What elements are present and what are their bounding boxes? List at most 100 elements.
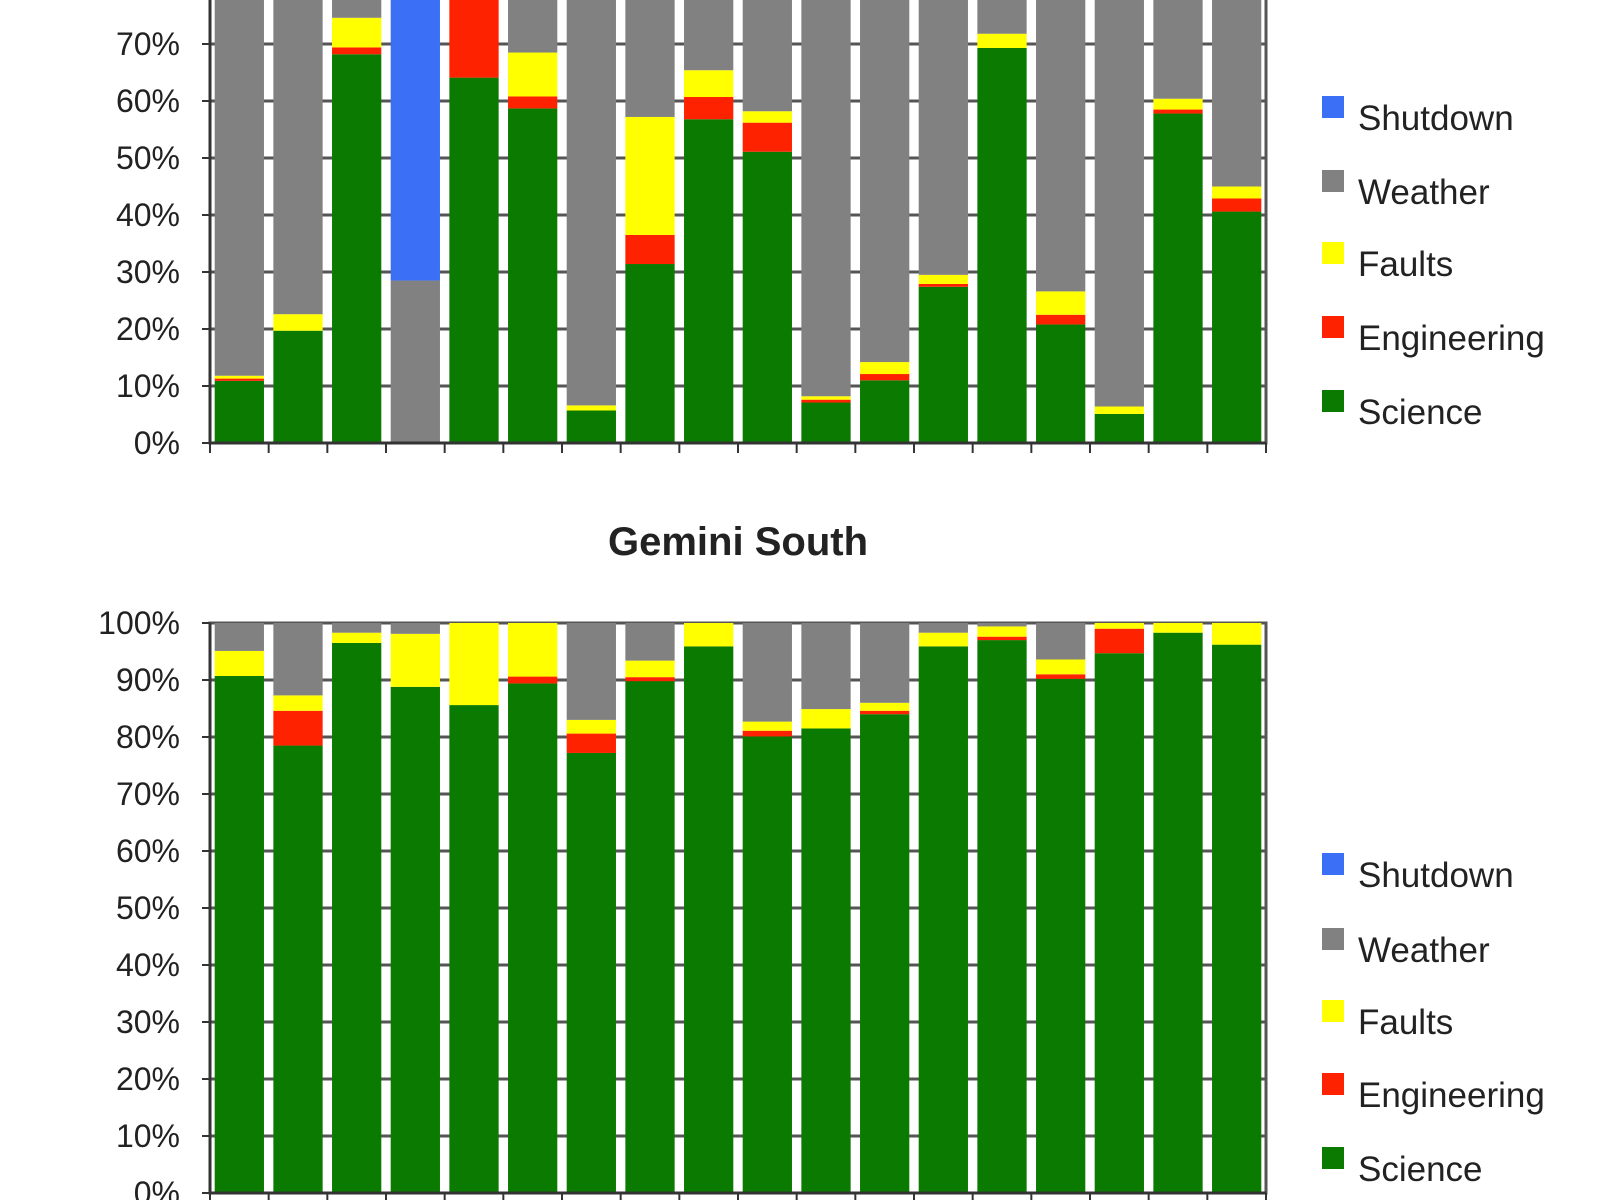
- bar-segment-engineering: [625, 234, 675, 265]
- bar-segment-engineering: [860, 374, 910, 381]
- bar-segment-faults: [508, 52, 558, 97]
- y-tick-label: 80%: [116, 0, 180, 5]
- legend-swatch-engineering: [1322, 316, 1344, 338]
- bar-segment-weather: [918, 623, 968, 633]
- bar-segment-weather: [860, 623, 910, 703]
- bar-segment-weather: [566, 0, 616, 406]
- bar-segment-science: [273, 745, 323, 1193]
- bar-segment-faults: [742, 111, 792, 123]
- bar-segment-faults: [684, 70, 734, 98]
- bar-segment-faults: [918, 632, 968, 647]
- bar-segment-faults: [742, 721, 792, 731]
- bar-segment-science: [1036, 678, 1086, 1193]
- legend-label-weather: Weather: [1358, 931, 1490, 970]
- bar-segment-science: [977, 640, 1027, 1193]
- bar-segment-science: [508, 683, 558, 1193]
- y-tick-label: 80%: [116, 719, 180, 755]
- legend-label-science: Science: [1358, 1150, 1483, 1189]
- bar-segment-weather: [390, 623, 440, 634]
- bar-segment-science: [801, 402, 851, 443]
- bar-segment-weather: [1036, 623, 1086, 660]
- bar-segment-faults: [273, 314, 323, 331]
- bar-segment-weather: [860, 0, 910, 363]
- bar-segment-weather: [214, 623, 264, 651]
- bar-segment-science: [390, 686, 440, 1193]
- bar-segment-science: [508, 108, 558, 443]
- bar-segment-science: [625, 264, 675, 443]
- bar-segment-weather: [801, 0, 851, 397]
- bar-segment-science: [1036, 324, 1086, 443]
- bar-segment-engineering: [742, 730, 792, 737]
- bar-segment-faults: [566, 719, 616, 734]
- bar-segment-weather: [566, 623, 616, 720]
- legend-label-shutdown: Shutdown: [1358, 99, 1514, 138]
- bar-segment-faults: [860, 362, 910, 375]
- y-tick-label: 50%: [116, 140, 180, 176]
- bar-segment-weather: [684, 0, 734, 71]
- bar-segment-weather: [742, 0, 792, 112]
- bar-segment-weather: [332, 623, 382, 633]
- bar-segment-faults: [566, 405, 616, 411]
- y-tick-label: 30%: [116, 254, 180, 290]
- bar-segment-science: [742, 736, 792, 1193]
- legend-label-engineering: Engineering: [1358, 1076, 1545, 1115]
- y-tick-label: 40%: [116, 197, 180, 233]
- bar-segment-faults: [860, 702, 910, 711]
- legend-label-engineering: Engineering: [1358, 319, 1545, 358]
- bar-segment-faults: [273, 695, 323, 711]
- bar-segment-engineering: [1036, 314, 1086, 325]
- bar-segment-science: [1212, 644, 1262, 1193]
- bar-segment-weather: [1036, 0, 1086, 292]
- legend-swatch-faults: [1322, 1000, 1344, 1022]
- bar-segment-faults: [1153, 623, 1203, 633]
- bar-segment-weather: [977, 623, 1027, 627]
- bar-segment-engineering: [625, 677, 675, 682]
- bar-segment-weather: [742, 623, 792, 722]
- legend-label-shutdown: Shutdown: [1358, 856, 1514, 895]
- bar-segment-faults: [332, 632, 382, 643]
- bar-segment-faults: [1036, 659, 1086, 675]
- legend-swatch-science: [1322, 1147, 1344, 1169]
- bar-segment-science: [214, 380, 264, 443]
- bar-segment-engineering: [449, 0, 499, 78]
- y-tick-label: 70%: [116, 26, 180, 62]
- bar-segment-faults: [508, 623, 558, 677]
- bar-segment-weather: [625, 623, 675, 661]
- y-tick-label: 50%: [116, 890, 180, 926]
- bar-segment-science: [332, 54, 382, 443]
- bar-segment-science: [1094, 653, 1144, 1193]
- bar-segment-weather: [801, 623, 851, 710]
- bar-segment-engineering: [684, 97, 734, 120]
- legend: Shutdown Weather Faults Engineering Science: [1322, 853, 1545, 1189]
- bar-segment-engineering: [1153, 109, 1203, 114]
- bar-segment-weather: [977, 0, 1027, 34]
- bar-segment-faults: [1212, 186, 1262, 199]
- bar-segment-faults: [918, 274, 968, 284]
- bar-segment-engineering: [801, 399, 851, 403]
- legend: Shutdown Weather Faults Engineering Science: [1322, 96, 1545, 432]
- y-tick-label: 0%: [134, 425, 180, 461]
- bar-segment-engineering: [566, 733, 616, 753]
- bar-segment-faults: [625, 660, 675, 678]
- bar-segment-engineering: [860, 710, 910, 715]
- bar-segment-faults: [390, 633, 440, 687]
- bar-segment-faults: [801, 396, 851, 400]
- bar-segment-science: [566, 752, 616, 1193]
- bar-segment-science: [684, 119, 734, 444]
- bar-segment-science: [625, 681, 675, 1193]
- bar-segment-science: [1153, 113, 1203, 443]
- bar-segment-weather: [390, 280, 440, 443]
- bar-segment-weather: [1212, 0, 1262, 187]
- legend-swatch-weather: [1322, 170, 1344, 192]
- bar-segment-weather: [625, 0, 675, 117]
- legend-swatch-shutdown: [1322, 96, 1344, 118]
- y-tick-label: 100%: [98, 605, 180, 641]
- legend-swatch-weather: [1322, 928, 1344, 950]
- y-tick-label: 90%: [116, 662, 180, 698]
- bar-segment-science: [1153, 632, 1203, 1193]
- bar-segment-science: [214, 676, 264, 1193]
- bar-segment-faults: [977, 33, 1027, 48]
- bar-segment-weather: [1094, 0, 1144, 407]
- bar-segment-faults: [449, 623, 499, 706]
- bar-segment-science: [566, 410, 616, 443]
